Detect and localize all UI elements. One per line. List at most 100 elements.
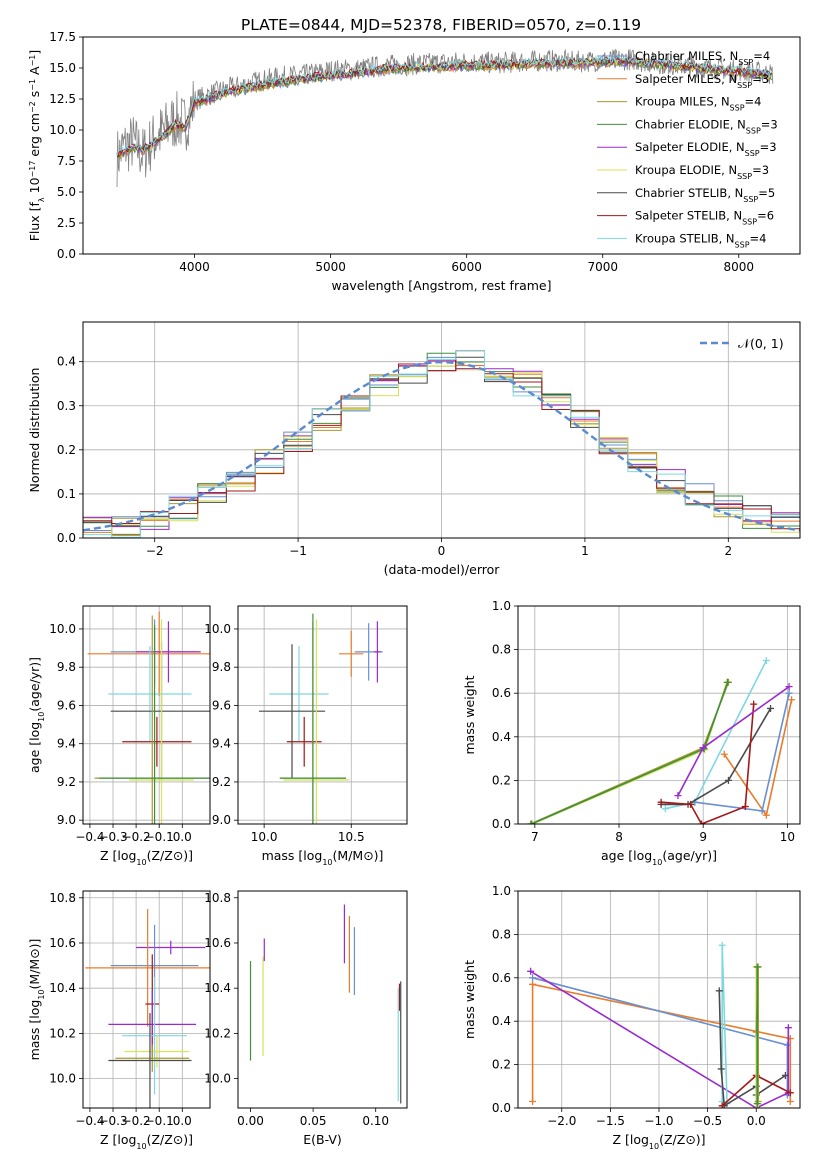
mass-weight-marker xyxy=(718,941,726,949)
mass-weight-marker xyxy=(786,1097,794,1105)
xtick-label: 1 xyxy=(581,544,589,558)
figure-title: PLATE=0844, MJD=52378, FIBERID=0570, z=0… xyxy=(241,16,641,34)
xtick-label: 0.0 xyxy=(173,830,192,844)
xtick-label: −0.2 xyxy=(122,830,151,844)
xtick-label: −0.4 xyxy=(75,830,104,844)
mass-weight-marker xyxy=(687,800,695,808)
plot-area xyxy=(527,941,794,1108)
y-axis-label: Normed distribution xyxy=(27,368,42,493)
ytick-label: 0.3 xyxy=(57,399,76,413)
mass-weight-marker xyxy=(699,744,707,752)
xtick-label: 10.5 xyxy=(338,830,365,844)
axes-frame xyxy=(237,890,408,1109)
errorbar-point xyxy=(85,909,210,1027)
axes-frame xyxy=(237,605,408,825)
xtick-label: −0.1 xyxy=(145,1114,174,1128)
mass-weight-marker xyxy=(786,1089,794,1097)
plot-area xyxy=(83,350,800,538)
legend-entry: Chabrier STELIB, NSSP=5 xyxy=(635,186,775,204)
panel-mass-Z: −0.4−0.3−0.2−0.10.0 10.0 10.2 10.4 10.6 10.8 Z… xyxy=(27,890,211,1151)
ytick-label: 9.6 xyxy=(57,698,76,712)
xtick-label: 2 xyxy=(724,544,732,558)
errorbar-point xyxy=(136,621,201,683)
legend-entry: Salpeter STELIB, NSSP=6 xyxy=(635,209,774,227)
ytick-label: 10.0 xyxy=(49,1072,76,1086)
mass-weight-line xyxy=(661,704,755,824)
ytick-label: 10.4 xyxy=(49,981,76,995)
x-axis-label: wavelength [Angstrom, rest frame] xyxy=(331,278,551,293)
mass-weight-marker xyxy=(784,1024,792,1032)
x-axis-label: (data-model)/error xyxy=(384,562,501,577)
xtick-label: 0.05 xyxy=(300,1114,327,1128)
errorbar-point xyxy=(115,1044,190,1072)
xtick-label: 10 xyxy=(780,830,795,844)
legend-entry: Kroupa MILES, NSSP=4 xyxy=(635,95,761,113)
mass-weight-marker xyxy=(783,1041,791,1049)
panel-age-mass: 10.0 10.5 9.0 9.2 9.4 9.6 9.8 10.0 mass [log10(M… xyxy=(204,605,408,867)
legend-entry: Salpeter ELODIE, NSSP=3 xyxy=(635,140,777,158)
mass-weight-marker xyxy=(762,811,770,819)
mass-weight-marker xyxy=(741,803,749,811)
spectrum-legend: Chabrier MILES, NSSP=4 Salpeter MILES, NS… xyxy=(597,49,778,249)
x-axis-label: Z [log10(Z/Z⊙)] xyxy=(100,1132,193,1151)
plot-area xyxy=(116,48,774,188)
ytick-label: 0.0 xyxy=(57,247,76,261)
x-axis-label: age [log10(age/yr)] xyxy=(601,848,717,867)
mass-weight-marker xyxy=(529,1097,537,1105)
errorbar-point xyxy=(283,619,350,824)
ytick-label: 12.5 xyxy=(49,92,76,106)
xtick-label: 0 xyxy=(438,544,446,558)
xtick-label: 9 xyxy=(699,830,707,844)
mass-weight-marker xyxy=(527,820,535,824)
ytick-label: 10.0 xyxy=(49,123,76,137)
xtick-label: 10.0 xyxy=(251,830,278,844)
ytick-label: 1.0 xyxy=(492,884,511,898)
y-axis-label: mass weight xyxy=(462,675,477,754)
mass-weight-marker xyxy=(781,1071,789,1079)
panel-massweight-age: 7 8 9 10 0.0 0.2 0.4 0.6 0.8 1.0 age [log10(age/yr… xyxy=(462,599,801,867)
mass-weight-line xyxy=(531,983,792,1102)
xtick-label: 0.10 xyxy=(362,1114,389,1128)
mass-weight-marker xyxy=(657,798,665,806)
errorbar-point xyxy=(124,1035,190,1068)
xtick-label: 6000 xyxy=(451,260,482,274)
mass-weight-marker xyxy=(718,1102,726,1108)
ytick-label: 2.5 xyxy=(57,216,76,230)
legend-entry: Chabrier ELODIE, NSSP=3 xyxy=(635,117,778,135)
xtick-label: −0.3 xyxy=(98,830,127,844)
mass-weight-marker xyxy=(698,820,706,824)
mass-weight-line xyxy=(661,708,772,806)
mass-weight-marker xyxy=(785,683,793,691)
ytick-label: 9.8 xyxy=(57,660,76,674)
ytick-label: 0.0 xyxy=(492,1101,511,1115)
mass-weight-marker xyxy=(750,700,758,708)
xtick-label: −2 xyxy=(146,544,164,558)
ytick-label: 9.4 xyxy=(57,737,76,751)
errorbar-point xyxy=(279,613,347,824)
mass-weight-marker xyxy=(767,704,775,712)
y-axis-label: mass weight xyxy=(462,960,477,1039)
xtick-label: 7000 xyxy=(587,260,618,274)
mass-weight-marker xyxy=(715,987,723,995)
plot-area xyxy=(258,613,383,824)
ytick-label: 9.6 xyxy=(212,698,231,712)
ytick-label: 0.4 xyxy=(492,1014,511,1028)
residual-histogram-step xyxy=(83,350,800,538)
axes-frame xyxy=(82,890,211,1109)
mass-weight-marker xyxy=(752,1028,760,1036)
mass-weight-marker xyxy=(528,820,536,824)
xtick-label: −0.3 xyxy=(98,1114,127,1128)
xtick-label: −0.1 xyxy=(145,830,174,844)
axes-frame xyxy=(517,605,801,825)
xtick-label: −1.0 xyxy=(644,1114,673,1128)
mass-weight-marker xyxy=(752,1104,760,1108)
y-axis-label: mass [log10(M/M⊙)] xyxy=(27,939,46,1061)
plot-area xyxy=(249,904,402,1104)
ytick-label: 10.0 xyxy=(49,622,76,636)
panel-age-Z: −0.4−0.3−0.2−0.10.0 9.0 9.2 9.4 9.6 9.8 10.0 Z … xyxy=(27,605,211,867)
ytick-label: 10.8 xyxy=(49,891,76,905)
mass-weight-marker xyxy=(720,750,728,758)
ytick-label: 0.4 xyxy=(57,355,76,369)
xtick-label: 5000 xyxy=(315,260,346,274)
model-spectrum-line xyxy=(116,54,774,156)
